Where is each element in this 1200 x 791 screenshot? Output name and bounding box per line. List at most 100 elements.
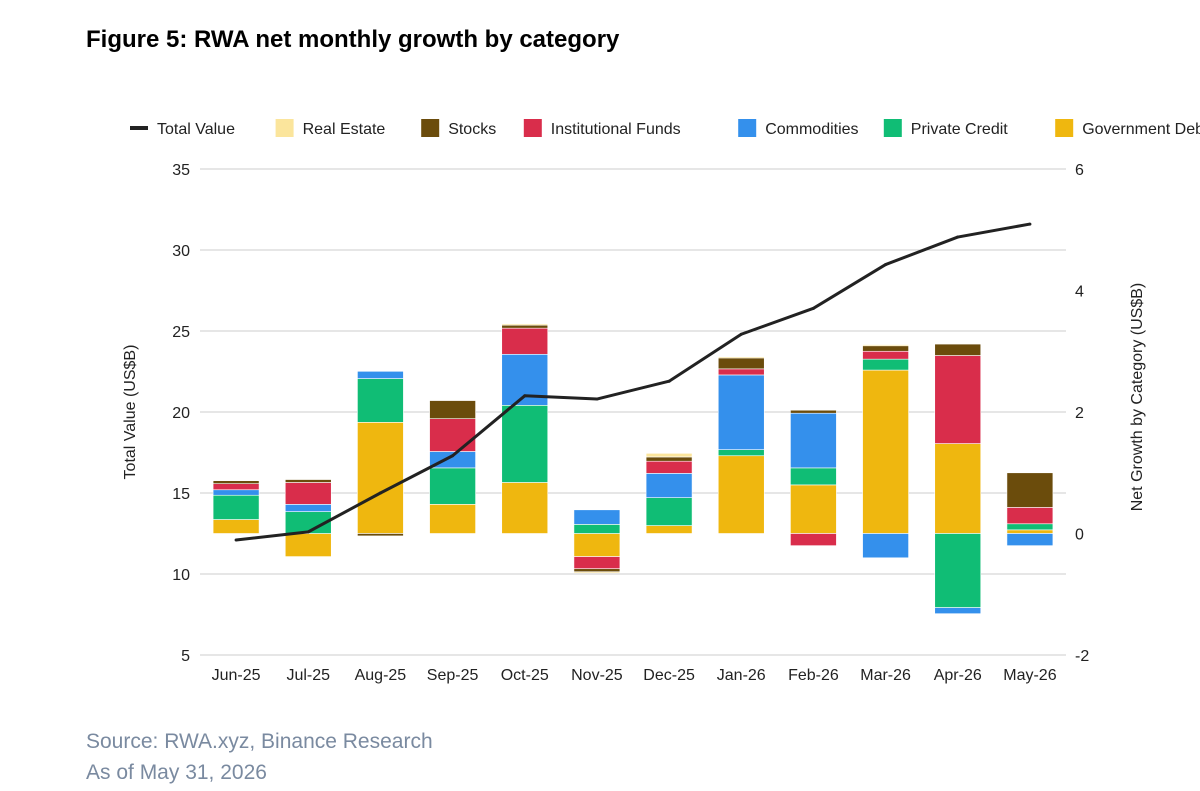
bar-segment bbox=[862, 350, 909, 360]
x-tick-label: Sep-25 bbox=[427, 667, 479, 684]
bar-segment bbox=[212, 480, 260, 484]
line-point bbox=[884, 263, 888, 267]
x-tick-label: Oct-25 bbox=[501, 667, 549, 684]
bar-segment bbox=[573, 533, 621, 557]
bar-segment bbox=[573, 571, 621, 574]
line-point bbox=[234, 538, 238, 542]
legend-swatch bbox=[523, 119, 542, 137]
legend-label: Government Debt bbox=[1082, 121, 1200, 138]
bar-segment bbox=[862, 369, 909, 534]
legend-label: Commodities bbox=[765, 121, 858, 138]
line-point bbox=[739, 332, 743, 336]
y-tick-label: 30 bbox=[172, 243, 190, 260]
bar-segment bbox=[1006, 529, 1054, 534]
bar-segment bbox=[573, 556, 621, 570]
y2-axis-title: Net Growth by Category (US$B) bbox=[1129, 283, 1146, 512]
bar-segment bbox=[357, 370, 404, 379]
y2-tick-label: 6 bbox=[1075, 162, 1084, 179]
y2-tick-label: 0 bbox=[1075, 527, 1084, 544]
bar-segment bbox=[212, 479, 260, 481]
bar-segment bbox=[862, 344, 909, 347]
bar-segment bbox=[645, 453, 693, 458]
bar-segment bbox=[501, 324, 549, 329]
y-tick-label: 25 bbox=[172, 324, 190, 341]
line-point bbox=[451, 454, 455, 458]
x-tick-label: Jul-25 bbox=[286, 667, 330, 684]
bar-segment bbox=[1006, 472, 1054, 508]
bar-segment bbox=[212, 489, 260, 496]
legend-swatch bbox=[421, 119, 440, 137]
y2-tick-label: 4 bbox=[1075, 284, 1084, 301]
bar-segment bbox=[212, 483, 260, 491]
bar-segment bbox=[1006, 471, 1054, 474]
y-axis-title: Total Value (US$B) bbox=[122, 345, 139, 480]
bar-segment bbox=[1006, 507, 1054, 525]
bar-segment bbox=[645, 473, 693, 498]
bar-segment bbox=[573, 568, 621, 573]
source-note: Source: RWA.xyz, Binance Research As of … bbox=[86, 726, 433, 788]
line-point bbox=[595, 397, 599, 401]
bar-segment bbox=[573, 509, 621, 525]
bar-segment bbox=[717, 357, 765, 370]
bar-segment bbox=[1006, 533, 1054, 546]
bar-segment bbox=[357, 533, 404, 537]
bar-segment bbox=[862, 345, 909, 352]
bar-segment bbox=[357, 378, 404, 423]
bar-segment bbox=[790, 484, 837, 534]
line-point bbox=[1028, 222, 1032, 226]
x-tick-label: May-26 bbox=[1003, 667, 1056, 684]
bar-segment bbox=[429, 418, 476, 452]
x-tick-label: Feb-26 bbox=[788, 667, 839, 684]
legend-label: Private Credit bbox=[911, 121, 1008, 138]
bar-segment bbox=[790, 409, 837, 411]
x-tick-label: Nov-25 bbox=[571, 667, 623, 684]
bar-segment bbox=[284, 479, 332, 483]
bar-segment bbox=[284, 478, 332, 480]
source-text: Source: RWA.xyz, Binance Research bbox=[86, 730, 433, 753]
bar-segment bbox=[862, 358, 909, 371]
bar-segment bbox=[429, 400, 476, 419]
bar-segment bbox=[790, 467, 837, 486]
legend-swatch bbox=[275, 119, 294, 137]
bar-segment bbox=[501, 327, 549, 355]
line-point bbox=[811, 306, 815, 310]
x-tick-label: Jun-25 bbox=[212, 667, 261, 684]
bar-segment bbox=[717, 368, 765, 376]
y2-tick-label: -2 bbox=[1075, 648, 1089, 665]
bar-segment bbox=[934, 343, 982, 356]
bar-segment bbox=[717, 356, 765, 359]
bar-segment bbox=[284, 533, 332, 557]
bar-segment bbox=[429, 467, 476, 505]
bar-segment bbox=[790, 409, 837, 414]
x-tick-label: Jan-26 bbox=[717, 667, 766, 684]
bar-segment bbox=[934, 533, 982, 608]
legend-swatch bbox=[738, 119, 757, 137]
bar-segment bbox=[645, 497, 693, 526]
legend-label: Real Estate bbox=[303, 121, 386, 138]
bar-segment bbox=[717, 374, 765, 450]
legend-line-swatch bbox=[130, 126, 148, 130]
y2-tick-label: 2 bbox=[1075, 405, 1084, 422]
y-tick-label: 15 bbox=[172, 486, 190, 503]
legend-swatch bbox=[883, 119, 902, 137]
bar-segment bbox=[717, 449, 765, 457]
line-point bbox=[306, 530, 310, 534]
bar-segment bbox=[573, 524, 621, 534]
total-value-line bbox=[235, 222, 1031, 542]
x-tick-label: Mar-26 bbox=[860, 667, 911, 684]
bar-segment bbox=[645, 456, 693, 462]
legend-swatch bbox=[1055, 119, 1074, 137]
line-point bbox=[956, 235, 960, 239]
bar-segment bbox=[645, 460, 693, 474]
rwa-growth-chart: 5 10 15 20 25 30 35 -2 0 2 4 6 Total Value (US$B) Net… bbox=[122, 119, 1200, 684]
bar-segment bbox=[934, 443, 982, 534]
bar-segment bbox=[862, 533, 909, 559]
bar-segment bbox=[284, 482, 332, 505]
bar-segment bbox=[934, 355, 982, 444]
x-tick-label: Aug-25 bbox=[355, 667, 407, 684]
bar-segment bbox=[501, 482, 549, 534]
bar-segment bbox=[717, 455, 765, 534]
chart-title: Figure 5: RWA net monthly growth by cate… bbox=[86, 26, 620, 53]
bar-segment bbox=[429, 399, 476, 401]
line-point bbox=[378, 491, 382, 495]
